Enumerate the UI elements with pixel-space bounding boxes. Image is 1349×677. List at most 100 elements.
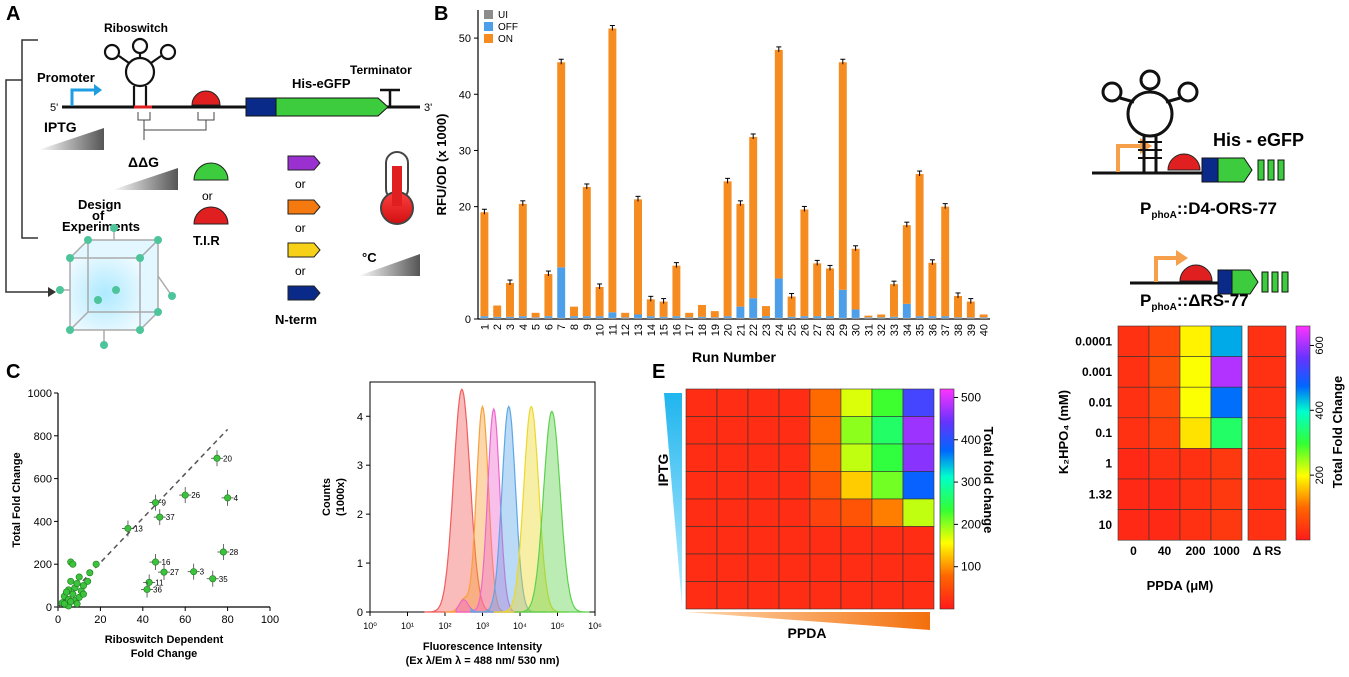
point-label: 16 — [162, 558, 171, 567]
bar-segment — [749, 298, 758, 318]
y-tick-label: 600 — [34, 474, 52, 486]
x-tick-label: 16 — [671, 324, 683, 336]
bar-segment — [838, 289, 847, 318]
iptg-wedge — [664, 393, 682, 606]
y-tick-label: 3 — [357, 460, 363, 472]
heat-cell — [1148, 509, 1181, 541]
x-axis-label: Run Number — [692, 349, 777, 365]
bar-segment — [493, 316, 502, 318]
heat-cell — [840, 526, 873, 555]
point-label: 37 — [166, 513, 175, 522]
x-tick-label: 7 — [556, 324, 568, 330]
y-tick-label: 0.01 — [1089, 396, 1113, 410]
delta-rs-cell — [1247, 356, 1287, 388]
doe-line-1: Design — [78, 197, 121, 212]
data-point — [67, 598, 75, 606]
data-point — [79, 582, 87, 590]
labeled-point — [190, 568, 198, 576]
heat-cell — [902, 498, 935, 527]
heat-cell — [809, 388, 842, 417]
heat-cell — [716, 471, 749, 500]
nterm-label: N-term — [275, 312, 317, 327]
x-tick-label: 1 — [479, 324, 491, 330]
x-axis-label: Fluorescence Intensity — [423, 641, 543, 653]
tag-or-2: or — [295, 221, 306, 235]
x-tick-label: 9 — [582, 324, 594, 330]
bar-segment — [506, 317, 514, 319]
feedback-bracket — [21, 39, 38, 239]
gene-egfp — [275, 97, 389, 117]
colorbar-label: Total Fold Change — [1330, 376, 1345, 488]
colorbar — [1295, 325, 1311, 541]
data-point — [86, 569, 94, 577]
promoter-label: Promoter — [37, 70, 95, 85]
bar-segment — [851, 248, 860, 310]
colorbar-tick-label: 500 — [961, 390, 981, 404]
x-tick-label: 22 — [748, 324, 760, 336]
x-tick-label: 40 — [1158, 544, 1172, 558]
feedback-arrow — [5, 79, 48, 293]
bar-segment — [749, 136, 758, 299]
delta-rs-cell — [1247, 417, 1287, 449]
heat-cell — [902, 526, 935, 555]
bar-segment — [710, 311, 719, 318]
x-tick-label: 25 — [787, 324, 799, 336]
heat-cell — [716, 553, 749, 582]
y-axis-label: Total Fold Change — [11, 452, 23, 547]
iptg-label: IPTG — [44, 119, 77, 135]
point-label: 28 — [229, 548, 238, 557]
bar-segment — [826, 268, 834, 317]
y-tick-label: 1.32 — [1089, 487, 1113, 501]
bar-segment — [518, 203, 527, 317]
data-point — [84, 577, 92, 585]
heat-cell — [1179, 417, 1212, 449]
x-tick-label: 0 — [1130, 544, 1137, 558]
rbs-option-red — [193, 206, 229, 225]
y-axis-label: IPTG — [655, 454, 671, 487]
bar-segment — [595, 317, 604, 319]
heat-cell — [778, 581, 811, 610]
x-tick-label: 35 — [915, 324, 927, 336]
x-tick-label: 21 — [735, 324, 747, 336]
x-tick-label: 6 — [543, 324, 555, 330]
construct-1-label: PphoA::D4-ORS-77 — [1140, 199, 1277, 221]
heat-cell — [809, 498, 842, 527]
y-tick-label: 400 — [34, 516, 52, 528]
bar-segment — [710, 317, 719, 318]
bar-segment — [480, 316, 489, 318]
bar-segment — [570, 306, 578, 317]
bar-segment — [954, 317, 962, 319]
bar-segment — [813, 316, 822, 318]
x-tick-label: 2 — [492, 324, 504, 330]
point-label: 9 — [162, 499, 167, 508]
bar-segment — [570, 316, 578, 318]
bar-segment — [659, 316, 668, 318]
gene-label: His-eGFP — [292, 76, 351, 91]
panel-a-letter: A — [6, 3, 20, 25]
x-tick-label: 18 — [697, 324, 709, 336]
colorbar-tick-label: 100 — [961, 560, 981, 574]
heat-cell — [1117, 325, 1150, 357]
bar-segment — [928, 316, 937, 318]
bar-segment — [787, 317, 796, 319]
riboswitch-icon — [103, 37, 177, 106]
x-tick-label: 23 — [761, 324, 773, 336]
y-tick-label: 1000 — [28, 388, 52, 400]
labeled-point — [143, 585, 151, 593]
bar-segment — [902, 303, 911, 318]
panel-e: E IPTG PPDA 100 200 300 400 500 Total fold chan… — [652, 361, 996, 641]
colorbar-tick-label: 200 — [961, 517, 981, 531]
heat-cell — [902, 553, 935, 582]
ddg-label: ΔΔG — [128, 154, 159, 170]
iptg-wedge — [38, 128, 104, 150]
bar-segment — [493, 317, 502, 319]
x-tick-label: 5 — [531, 324, 543, 330]
heat-cell — [871, 416, 904, 445]
bar-segment — [672, 265, 681, 317]
x-tick-label: 10² — [438, 621, 451, 631]
heat-cell — [1179, 509, 1212, 541]
bar-segment — [762, 316, 770, 318]
heat-cell — [1117, 448, 1150, 480]
heat-cell — [1210, 356, 1243, 388]
